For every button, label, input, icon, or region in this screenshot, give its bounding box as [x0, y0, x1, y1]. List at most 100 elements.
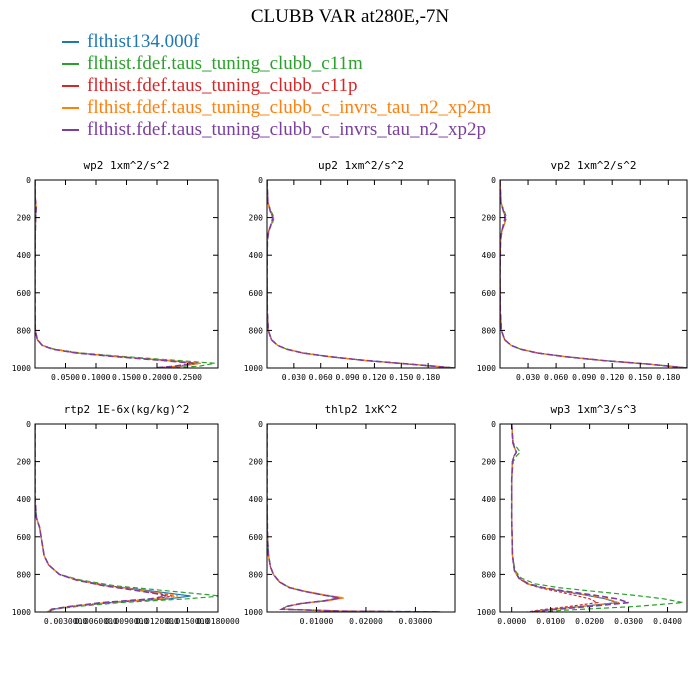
y-tick-label: 1000	[477, 364, 496, 373]
y-tick-label: 200	[482, 214, 497, 223]
series-line-4	[500, 180, 687, 368]
legend: flthist134.000f flthist.fdef.taus_tuning…	[62, 31, 491, 141]
x-tick-label: 0.120	[362, 373, 386, 382]
x-tick-label: 0.0180000	[196, 617, 240, 626]
x-tick-label: 0.0090000	[105, 617, 149, 626]
y-tick-label: 200	[249, 214, 264, 223]
series-line-5	[35, 180, 194, 368]
panel-title: wp3 1xm^3/s^3	[550, 403, 636, 416]
x-tick-label: 0.030	[282, 373, 306, 382]
y-tick-label: 800	[482, 326, 497, 335]
x-tick-label: 0.03000	[399, 617, 433, 626]
y-tick-label: 400	[482, 495, 497, 504]
panel-2: up2 1xm^2/s^2 0 200 400 600 800 1000 0.030 0.060…	[244, 159, 456, 382]
x-tick-label: 0.0060000	[74, 617, 118, 626]
series-line-4	[35, 180, 201, 368]
y-tick-label: 600	[17, 533, 32, 542]
x-tick-label: 0.0030000	[44, 617, 88, 626]
panel-title: thlp2 1xK^2	[325, 403, 398, 416]
series-line-2	[267, 424, 441, 612]
x-tick-label: 0.180	[416, 373, 440, 382]
x-tick-label: 0.2500	[173, 373, 202, 382]
x-tick-label: 0.1500	[112, 373, 141, 382]
panel-title: up2 1xm^2/s^2	[318, 159, 404, 172]
series-line-3	[267, 180, 455, 368]
x-tick-label: 0.0120000	[135, 617, 179, 626]
series-line-3	[35, 180, 197, 368]
x-tick-label: 0.030	[516, 373, 540, 382]
y-tick-label: 600	[249, 289, 264, 298]
panel-title: vp2 1xm^2/s^2	[550, 159, 636, 172]
plot-frame	[266, 423, 456, 613]
legend-item: flthist.fdef.taus_tuning_clubb_c11p	[62, 75, 491, 97]
series-line-4	[267, 180, 455, 368]
series-line-1	[267, 424, 441, 612]
y-tick-label: 600	[17, 289, 32, 298]
series-line-3	[511, 424, 600, 612]
y-tick-label: 0	[258, 176, 263, 185]
legend-label: flthist134.000f	[87, 31, 200, 52]
series-line-3	[267, 424, 441, 612]
series-line-2	[35, 180, 216, 368]
y-tick-label: 600	[482, 289, 497, 298]
legend-swatch	[62, 63, 79, 65]
x-tick-label: 0.0300	[614, 617, 643, 626]
y-tick-label: 200	[17, 458, 32, 467]
legend-item: flthist.fdef.taus_tuning_clubb_c_invrs_t…	[62, 97, 491, 119]
panel-1: wp2 1xm^2/s^2 0 200 400 600 800 1000 0.0500 0.10…	[12, 159, 219, 382]
series-line-1	[500, 180, 687, 368]
x-tick-label: 0.2000	[143, 373, 172, 382]
y-tick-label: 200	[249, 458, 264, 467]
x-tick-label: 0.0000	[497, 617, 526, 626]
x-tick-label: 0.02000	[349, 617, 383, 626]
series-line-5	[267, 180, 455, 368]
panel-3: vp2 1xm^2/s^2 0 200 400 600 800 1000 0.030 0.060…	[477, 159, 688, 382]
y-tick-label: 1000	[12, 608, 31, 617]
x-tick-label: 0.0150000	[166, 617, 210, 626]
y-tick-label: 0	[258, 420, 263, 429]
y-tick-label: 600	[482, 533, 497, 542]
plot-frame	[34, 423, 219, 613]
legend-item: flthist.fdef.taus_tuning_clubb_c_invrs_t…	[62, 119, 491, 141]
x-tick-label: 0.1000	[82, 373, 111, 382]
series-line-5	[267, 424, 441, 612]
x-tick-label: 0.150	[389, 373, 413, 382]
x-tick-label: 0.150	[628, 373, 652, 382]
legend-swatch	[62, 85, 79, 87]
x-tick-label: 0.0400	[653, 617, 682, 626]
x-tick-label: 0.060	[309, 373, 333, 382]
series-line-4	[267, 424, 441, 612]
plot-frame	[499, 179, 688, 369]
y-tick-label: 800	[17, 326, 32, 335]
legend-label: flthist.fdef.taus_tuning_clubb_c_invrs_t…	[87, 97, 492, 118]
panel-5: thlp2 1xK^2 0 200 400 600 800 1000 0.01000 0.020…	[244, 403, 456, 626]
series-line-5	[500, 180, 687, 368]
x-tick-label: 0.090	[572, 373, 596, 382]
series-line-5	[35, 424, 167, 612]
plot-frame	[34, 179, 219, 369]
legend-item: flthist.fdef.taus_tuning_clubb_c11m	[62, 53, 491, 75]
series-line-1	[35, 180, 200, 368]
legend-label: flthist.fdef.taus_tuning_clubb_c_invrs_t…	[87, 119, 486, 140]
y-tick-label: 800	[482, 570, 497, 579]
x-tick-label: 0.0200	[575, 617, 604, 626]
series-line-3	[500, 180, 687, 368]
y-tick-label: 400	[17, 251, 32, 260]
y-tick-label: 400	[482, 251, 497, 260]
x-tick-label: 0.060	[544, 373, 568, 382]
y-tick-label: 1000	[477, 608, 496, 617]
y-tick-label: 800	[249, 570, 264, 579]
y-tick-label: 0	[26, 420, 31, 429]
x-tick-label: 0.0500	[51, 373, 80, 382]
legend-swatch	[62, 107, 79, 109]
y-tick-label: 400	[249, 251, 264, 260]
x-tick-label: 0.090	[336, 373, 360, 382]
plot-frame	[266, 179, 456, 369]
series-line-4	[35, 424, 179, 612]
y-tick-label: 0	[491, 420, 496, 429]
y-tick-label: 800	[249, 326, 264, 335]
legend-label: flthist.fdef.taus_tuning_clubb_c11p	[87, 75, 358, 96]
y-tick-label: 400	[249, 495, 264, 504]
